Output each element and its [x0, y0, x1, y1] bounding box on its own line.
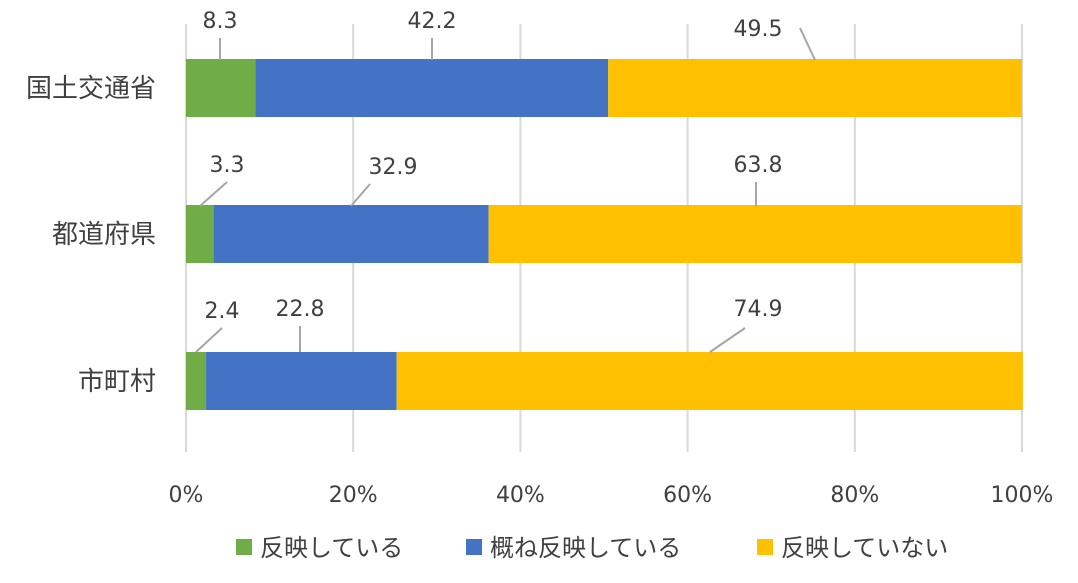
- x-tick-label: 20%: [329, 483, 378, 508]
- label-leader-lines: [195, 27, 816, 353]
- leader-line: [709, 327, 746, 353]
- legend-swatch: [757, 539, 773, 555]
- x-axis-tick-labels: 0% 20% 40% 60% 80% 100%: [169, 483, 1054, 508]
- leader-line: [799, 27, 816, 61]
- data-label: 49.5: [734, 17, 783, 42]
- bar-segment: [255, 59, 609, 117]
- bars: [186, 59, 1023, 410]
- leader-line: [199, 181, 228, 207]
- data-label: 42.2: [408, 9, 457, 34]
- bar-segment: [213, 205, 489, 263]
- bar-segment: [396, 352, 1023, 410]
- x-tick-label: 40%: [496, 483, 545, 508]
- legend-label: 概ね反映している: [490, 534, 681, 562]
- x-tick-label: 80%: [830, 483, 879, 508]
- category-label: 国土交通省: [26, 74, 156, 104]
- category-label: 都道府県: [52, 220, 156, 250]
- legend-label: 反映している: [260, 534, 403, 562]
- bar-segment: [186, 205, 214, 263]
- data-labels: 8.3 42.2 49.5 3.3 32.9 63.8 2.4 22.8 74.9: [203, 9, 783, 324]
- data-label: 22.8: [276, 297, 325, 322]
- leader-line: [195, 327, 223, 353]
- x-tick-label: 0%: [169, 483, 204, 508]
- data-label: 2.4: [205, 299, 240, 324]
- leader-line: [350, 183, 371, 207]
- x-tick-label: 60%: [663, 483, 712, 508]
- bar-segment: [186, 352, 207, 410]
- legend-swatch: [236, 539, 252, 555]
- data-label: 3.3: [210, 153, 245, 178]
- data-label: 74.9: [734, 297, 783, 322]
- category-label: 市町村: [78, 367, 156, 397]
- bar-segment: [186, 59, 256, 117]
- data-label: 32.9: [369, 155, 418, 180]
- bar-segment: [206, 352, 397, 410]
- bar-segment: [608, 59, 1022, 117]
- x-tick-label: 100%: [991, 483, 1054, 508]
- legend: 反映している 概ね反映している 反映していない: [236, 534, 948, 562]
- legend-swatch: [466, 539, 482, 555]
- data-label: 8.3: [203, 9, 238, 34]
- legend-label: 反映していない: [781, 534, 948, 562]
- data-label: 63.8: [734, 153, 783, 178]
- bar-segment: [488, 205, 1023, 263]
